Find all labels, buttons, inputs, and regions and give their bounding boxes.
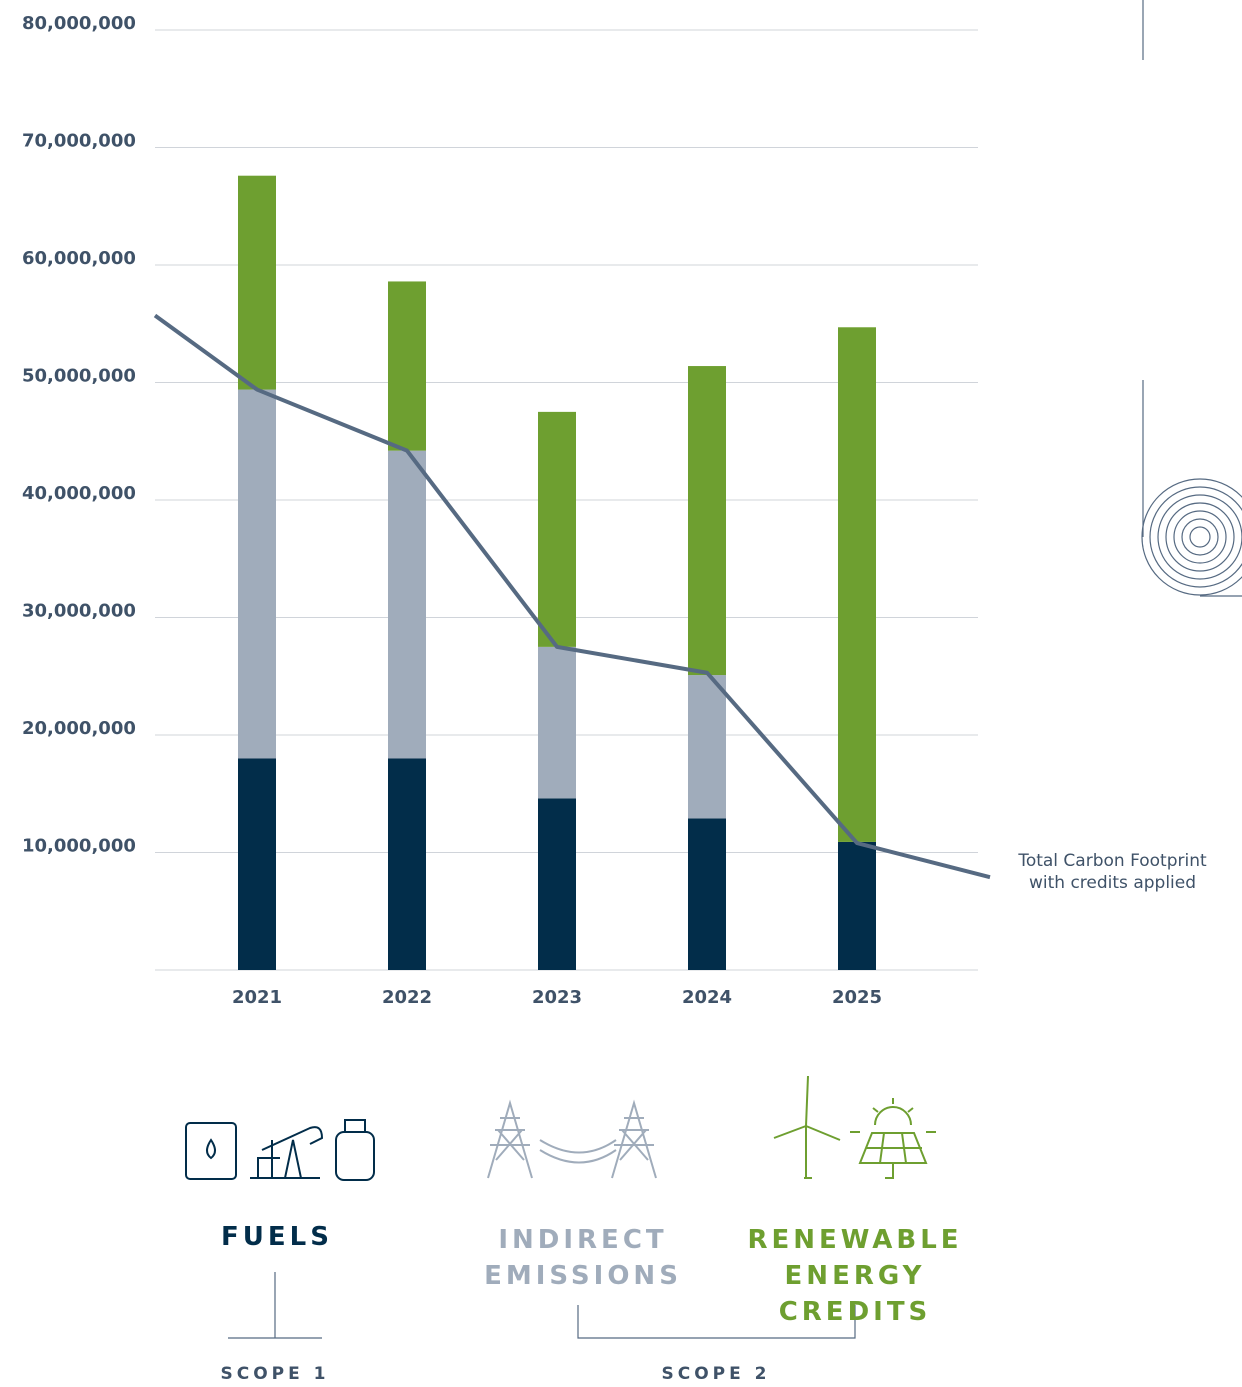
page: 10,000,000 20,000,000 30,000,000 40,000,000… xyxy=(0,0,1242,1387)
x-tick-label: 2024 xyxy=(682,987,732,1008)
bar-segment xyxy=(688,675,726,818)
y-tick-label: 80,000,000 xyxy=(22,13,136,34)
x-tick-label: 2022 xyxy=(382,987,432,1008)
y-tick-label: 30,000,000 xyxy=(22,601,136,622)
indirect-icons xyxy=(488,1103,656,1178)
bar-segment xyxy=(538,798,576,970)
y-tick-label: 10,000,000 xyxy=(22,836,136,857)
bar-segment xyxy=(538,412,576,647)
legend-label: RENEWABLE ENERGY CREDITS xyxy=(710,1222,1000,1330)
bar-segment xyxy=(388,451,426,759)
chart: 10,000,000 20,000,000 30,000,000 40,000,000… xyxy=(0,0,1242,1387)
y-tick-label: 20,000,000 xyxy=(22,718,136,739)
renewable-icons xyxy=(774,1076,936,1178)
scope-label: SCOPE 1 xyxy=(200,1364,350,1384)
scope-label: SCOPE 2 xyxy=(641,1364,791,1384)
x-tick-label: 2023 xyxy=(532,987,582,1008)
bar-segment xyxy=(238,176,276,390)
line-annotation: Total Carbon Footprint with credits appl… xyxy=(1005,850,1220,894)
bar-segment xyxy=(838,842,876,970)
bar-segment xyxy=(688,366,726,675)
y-tick-label: 60,000,000 xyxy=(22,248,136,269)
legend-label: INDIRECT EMISSIONS xyxy=(478,1222,688,1294)
bar-segment xyxy=(688,818,726,970)
fuels-icons xyxy=(186,1120,374,1180)
bar-segment xyxy=(538,647,576,799)
y-tick-label: 40,000,000 xyxy=(22,483,136,504)
x-tick-label: 2021 xyxy=(232,987,282,1008)
bar-segment xyxy=(238,759,276,971)
legend-label: FUELS xyxy=(177,1222,377,1252)
bar-segment xyxy=(388,281,426,450)
bar-segment xyxy=(838,327,876,842)
decoration xyxy=(1142,0,1242,596)
y-tick-label: 50,000,000 xyxy=(22,366,136,387)
y-tick-label: 70,000,000 xyxy=(22,131,136,152)
bar-segment xyxy=(388,759,426,971)
bar-segment xyxy=(238,390,276,759)
x-tick-label: 2025 xyxy=(832,987,882,1008)
